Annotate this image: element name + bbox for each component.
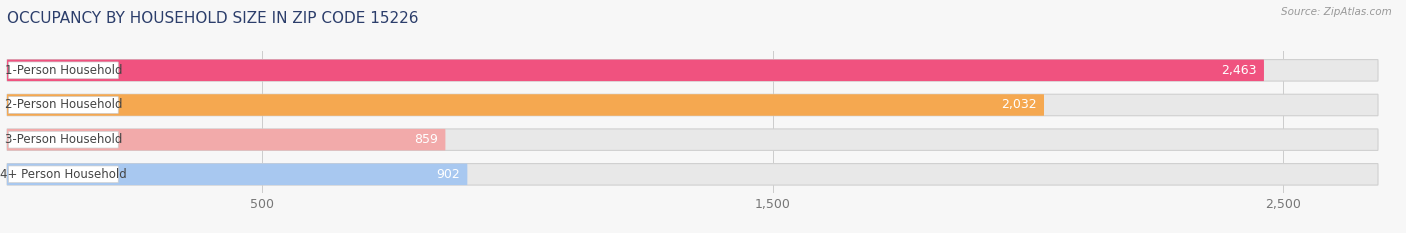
Text: 4+ Person Household: 4+ Person Household — [0, 168, 127, 181]
FancyBboxPatch shape — [7, 60, 1264, 81]
FancyBboxPatch shape — [7, 94, 1045, 116]
FancyBboxPatch shape — [7, 164, 467, 185]
FancyBboxPatch shape — [7, 94, 1378, 116]
FancyBboxPatch shape — [7, 60, 1378, 81]
Text: 2-Person Household: 2-Person Household — [4, 99, 122, 112]
Text: 2,463: 2,463 — [1220, 64, 1257, 77]
FancyBboxPatch shape — [7, 129, 446, 151]
FancyBboxPatch shape — [7, 164, 1378, 185]
Text: 859: 859 — [413, 133, 437, 146]
FancyBboxPatch shape — [8, 166, 118, 183]
FancyBboxPatch shape — [8, 97, 118, 113]
Text: 1-Person Household: 1-Person Household — [4, 64, 122, 77]
Text: 2,032: 2,032 — [1001, 99, 1036, 112]
FancyBboxPatch shape — [8, 131, 118, 148]
Text: Source: ZipAtlas.com: Source: ZipAtlas.com — [1281, 7, 1392, 17]
Text: 902: 902 — [436, 168, 460, 181]
FancyBboxPatch shape — [8, 62, 118, 79]
FancyBboxPatch shape — [7, 129, 1378, 151]
Text: 3-Person Household: 3-Person Household — [4, 133, 122, 146]
Text: OCCUPANCY BY HOUSEHOLD SIZE IN ZIP CODE 15226: OCCUPANCY BY HOUSEHOLD SIZE IN ZIP CODE … — [7, 11, 419, 26]
